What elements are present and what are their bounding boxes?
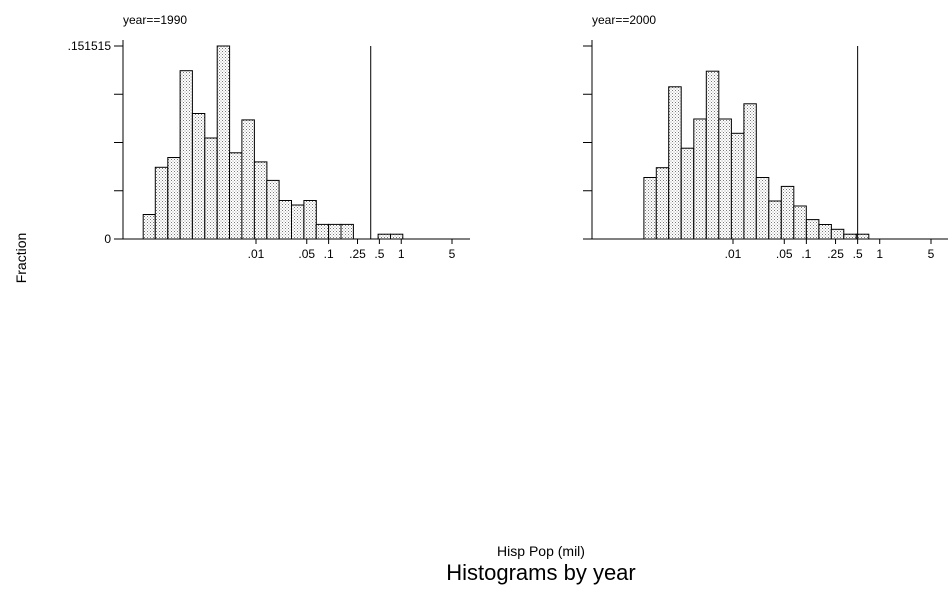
x-tick-label: .1 [801,247,811,261]
histogram-bar [328,223,342,240]
x-tick-label: .5 [853,247,863,261]
y-tick-label: 0 [104,232,111,246]
histogram-bar [216,45,231,240]
panel-title: year==1990 [123,13,187,27]
x-tick-label: .05 [776,247,793,261]
histogram-bar [718,118,732,240]
histogram-bar [179,70,193,240]
histogram-bar [377,233,392,240]
histogram-bar [266,179,280,240]
histogram-bar [291,204,305,240]
histogram-bar [668,86,682,240]
histogram-bar [278,200,293,240]
histogram-bar [793,205,807,240]
histogram-bar [229,152,243,240]
x-axis-title: Hisp Pop (mil) [497,543,585,559]
panel-year-1990: year==1990 .151515 0 .01 .05 .1 .25 .5 1 5 [68,13,470,261]
x-tick-label: .1 [324,247,334,261]
x-tick-label: .01 [248,247,265,261]
histogram-bar [340,223,354,240]
histogram-bar [253,161,268,240]
x-tick-label: .05 [298,247,315,261]
histogram-bar [855,233,870,240]
x-tick-label: 1 [398,247,405,261]
x-tick-label: .01 [725,247,742,261]
histogram-bar [655,167,670,240]
histogram-bar [241,119,255,240]
histogram-bar [730,132,745,240]
histogram-bar [693,118,707,240]
panel-year-2000: year==2000 .01 .05 .1 .25 .5 1 5 [583,13,948,261]
histogram-bar [142,214,156,240]
chart-caption: Histograms by year [446,560,636,585]
histogram-bar [705,70,720,240]
x-tick-label: 1 [876,247,883,261]
histogram-bar [204,137,218,240]
x-tick-label: .25 [827,247,844,261]
histogram-bar [191,113,206,240]
histogram-bar [315,223,330,240]
panel-title: year==2000 [592,13,656,27]
histogram-bar [303,200,317,240]
x-tick-label: .25 [349,247,366,261]
histogram-bar [830,228,845,240]
histogram-bar [680,147,695,240]
histogram-bar [643,177,657,240]
x-tick-label: 5 [449,247,456,261]
y-axis-title: Fraction [13,233,29,284]
histogram-bar [154,166,169,240]
histogram-bar [818,224,832,240]
x-tick-label: .5 [374,247,384,261]
histogram-bar [780,185,795,240]
histogram-bar [743,103,757,240]
histogram-bar [805,219,820,240]
y-tick-label: .151515 [68,39,112,53]
histogram-bar [167,157,181,240]
histogram-bar [390,233,404,240]
histogram-bar [755,177,770,240]
x-tick-label: 5 [928,247,935,261]
histogram-bar [768,200,782,240]
histogram-bar [843,233,857,240]
